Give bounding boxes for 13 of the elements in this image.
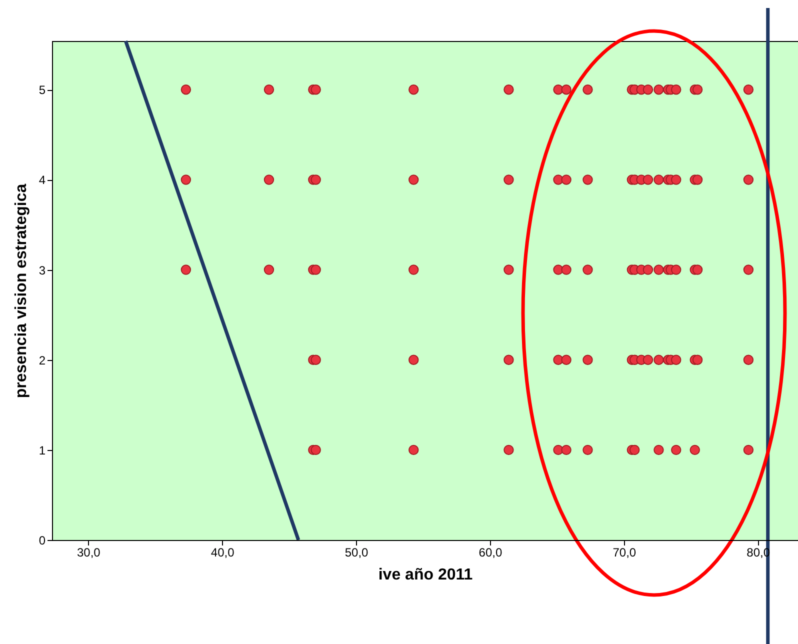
x-tick-label: 60,0 xyxy=(478,546,502,560)
y-tick-label: 3 xyxy=(38,263,46,278)
x-tick-label: 30,0 xyxy=(76,546,101,560)
y-tick-label: 1 xyxy=(38,443,46,458)
x-tick-label: 50,0 xyxy=(344,546,369,560)
y-tick-label: 0 xyxy=(38,534,46,548)
y-tick-label: 2 xyxy=(38,353,46,368)
y-tick-label: 5 xyxy=(38,83,46,98)
y-axis-title: presencia vision estrategica xyxy=(12,184,30,398)
x-axis-title: ive año 2011 xyxy=(378,566,473,584)
x-tick-label: 40,0 xyxy=(210,546,235,560)
y-tick-label: 4 xyxy=(38,173,46,188)
x-tick-label: 70,0 xyxy=(612,546,636,560)
